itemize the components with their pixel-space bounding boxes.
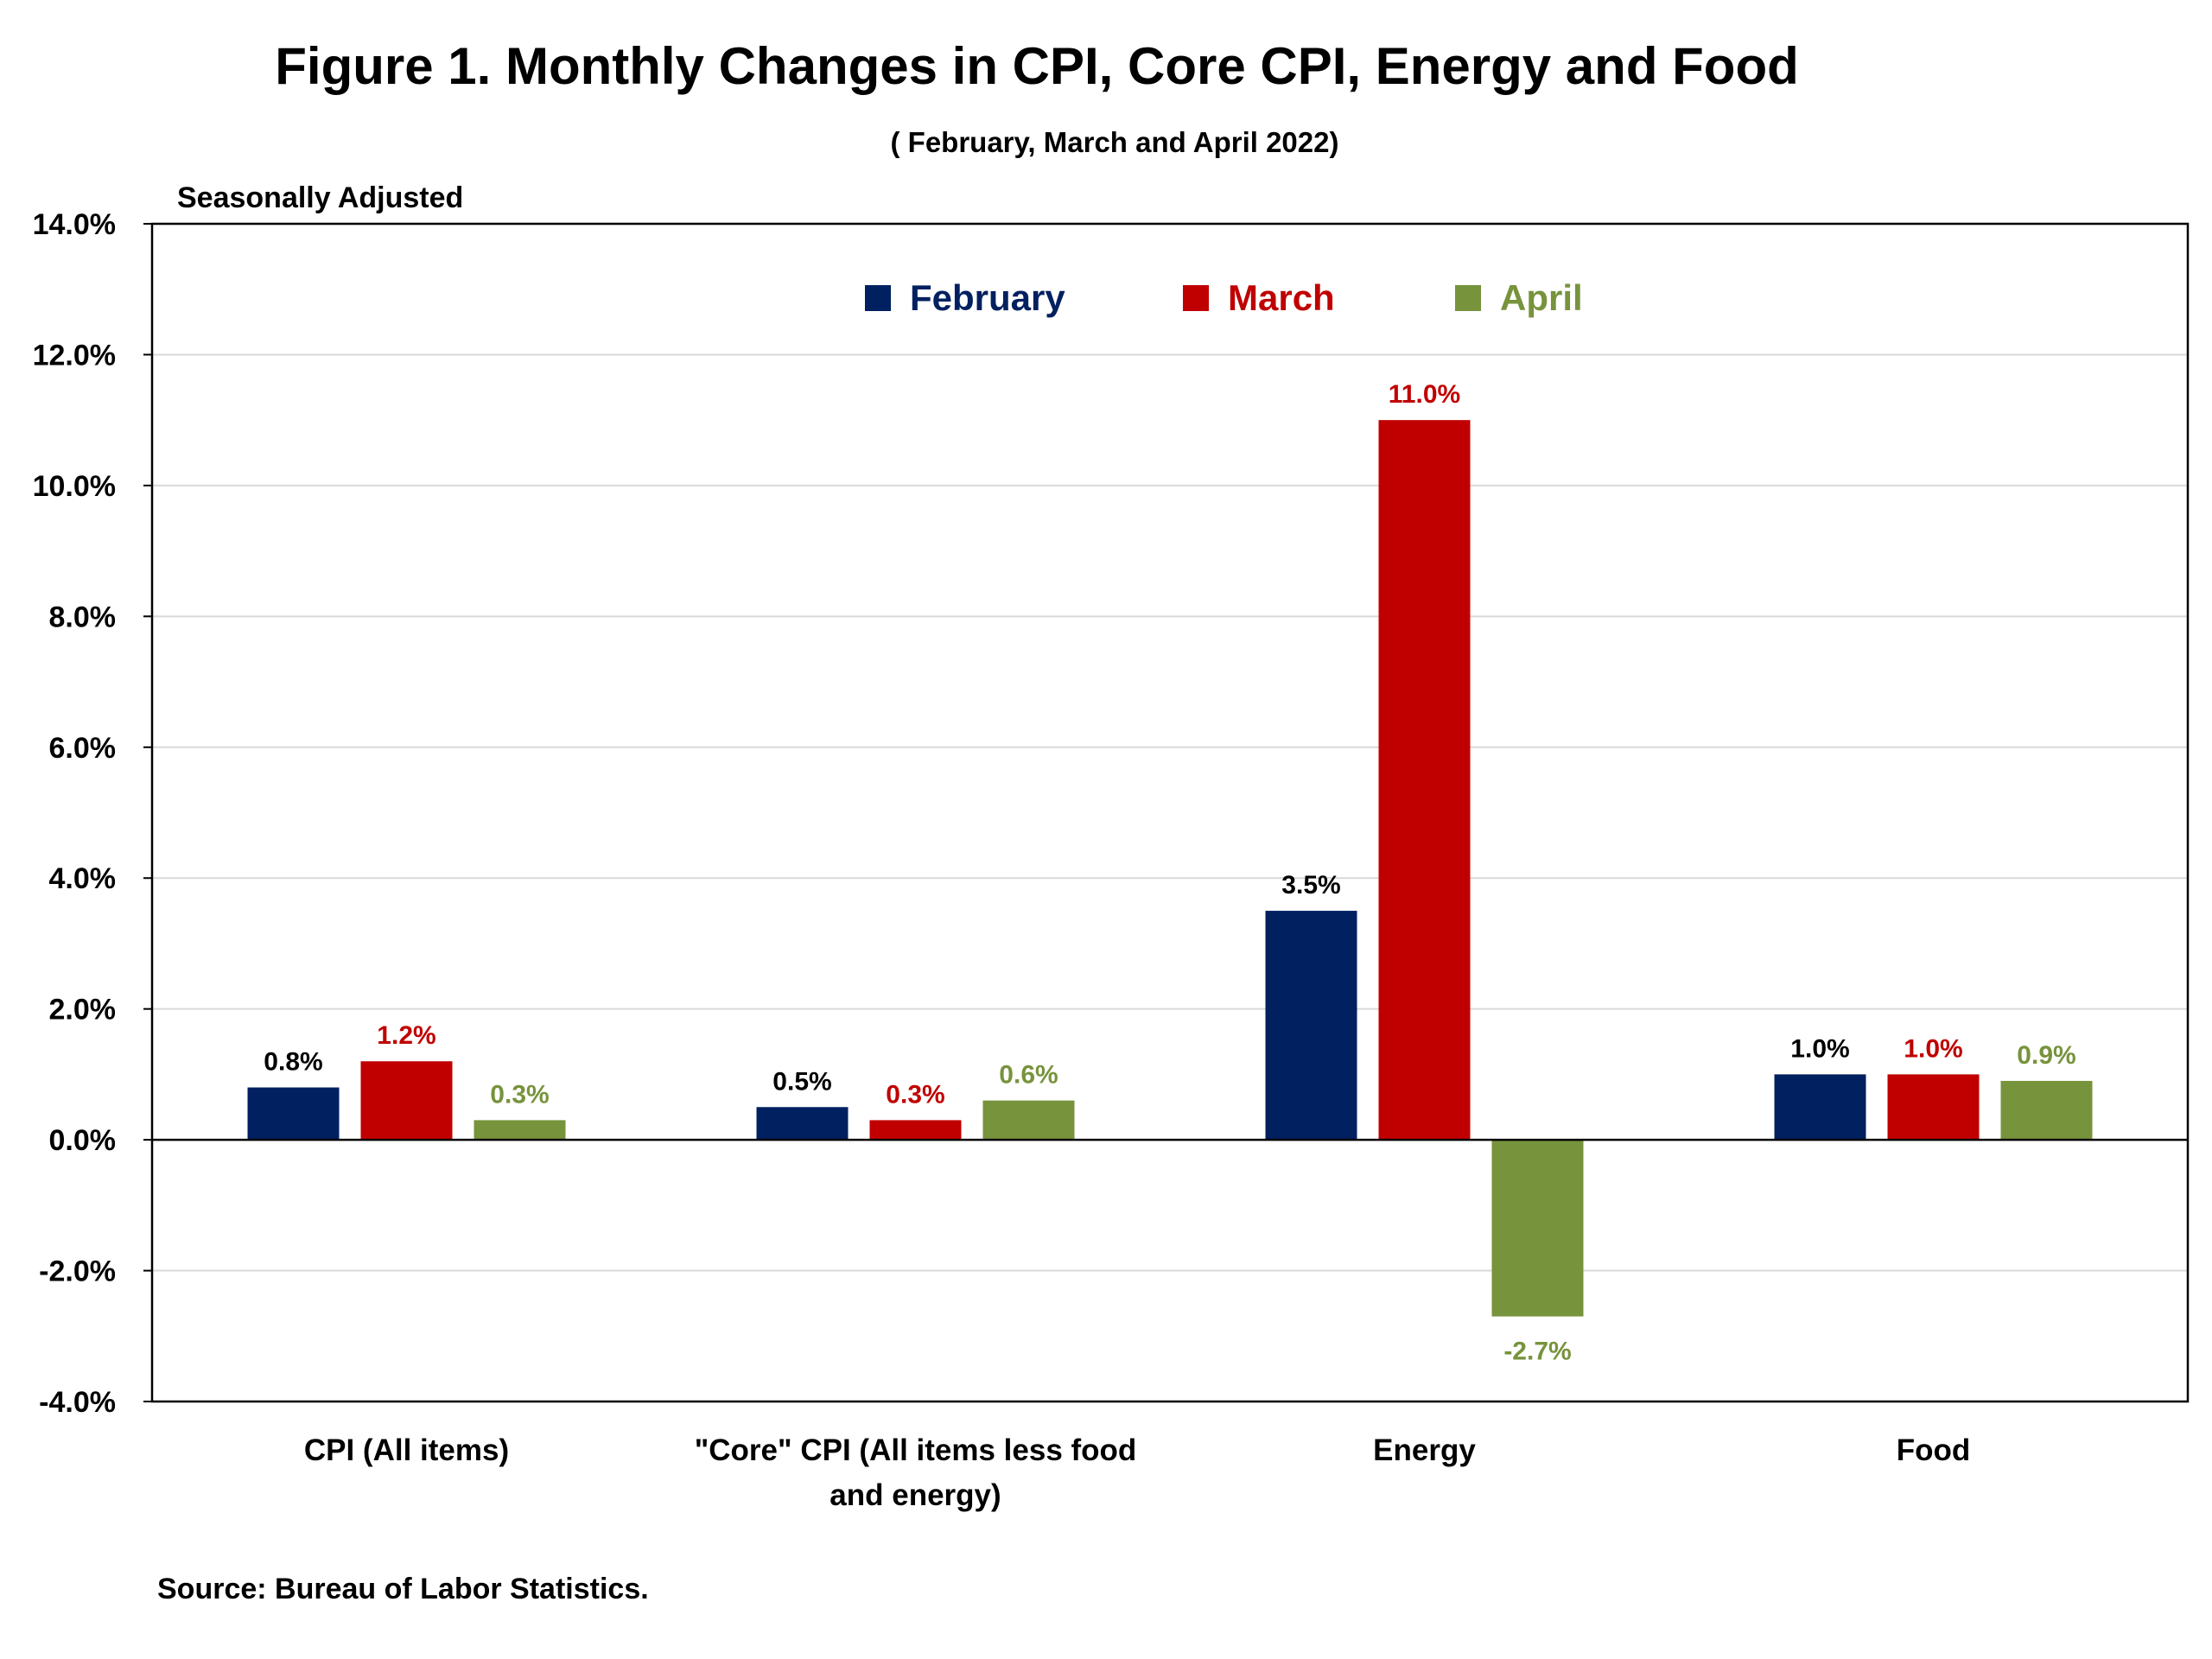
gridlines [152,353,2188,1272]
bar-april [2000,1080,2093,1141]
y-tick-label: 14.0% [33,208,116,241]
data-label: -2.7% [1503,1338,1571,1366]
data-label: 0.3% [886,1080,944,1109]
y-tick-label: 8.0% [49,601,117,633]
bar-march [1378,420,1471,1141]
y-tick-label: 12.0% [33,339,116,372]
bar-february [756,1107,849,1141]
y-tick-label: -4.0% [39,1386,116,1419]
plot-area-border [150,222,2190,1403]
x-category-label: Food [1897,1433,1971,1467]
bar-march [869,1120,962,1141]
y-tick-label: 10.0% [33,470,116,503]
bar-april [1491,1140,1584,1317]
data-label: 0.3% [490,1080,549,1109]
data-label: 3.5% [1281,871,1340,899]
x-category-label: Energy [1373,1433,1476,1467]
data-label: 1.0% [1790,1034,1849,1063]
y-tick-label: 6.0% [49,732,117,765]
source-note: Source: Bureau of Labor Statistics. [157,1573,649,1605]
x-category-label: "Core" CPI (All items less food [695,1433,1137,1467]
x-category-label: and energy) [830,1478,1001,1512]
x-axis-categories: CPI (All items) "Core" CPI (All items les… [304,1433,1970,1512]
bar-april [474,1120,566,1141]
chart-subtitle: ( February, March and April 2022) [890,126,1339,158]
x-category-label: CPI (All items) [304,1433,509,1467]
bar-march [360,1061,453,1141]
data-label: 1.2% [377,1021,435,1050]
legend-label-april: April [1500,277,1583,318]
bar-april [982,1100,1075,1141]
data-label: 0.5% [772,1067,831,1096]
legend-swatch-april [1455,285,1481,311]
legend: February March April [865,277,1583,318]
data-label: 0.9% [2017,1041,2075,1070]
bar-march [1887,1074,1980,1141]
y-tick-label: -2.0% [39,1255,116,1288]
data-label: 1.0% [1904,1034,1962,1063]
data-label: 0.6% [999,1061,1058,1090]
legend-label-march: March [1228,277,1335,318]
seasonal-adjustment-note: Seasonally Adjusted [177,181,464,214]
y-tick-label: 4.0% [49,862,117,895]
legend-swatch-march [1183,285,1209,311]
data-label: 11.0% [1389,380,1460,409]
chart-title: Figure 1. Monthly Changes in CPI, Core C… [275,37,1799,95]
legend-label-february: February [910,277,1065,318]
legend-swatch-february [865,285,891,311]
bar-february [1774,1074,1866,1141]
data-labels: 0.8% 0.5% 3.5% 1.0% 1.2% 0.3% 11.0% 1.0% 0.3% 0.6… [264,380,2075,1365]
bar-february [1265,911,1357,1141]
y-tick-label: 2.0% [49,994,117,1027]
data-label: 0.8% [264,1048,322,1077]
y-tick-label: 0.0% [49,1124,117,1157]
y-axis-ticks: 14.0% 12.0% 10.0% 8.0% 6.0% 4.0% 2.0% 0.0% -2.0%… [33,208,152,1419]
plot-frame [150,222,2190,1403]
bar-february [247,1087,340,1141]
bars [247,420,2093,1317]
